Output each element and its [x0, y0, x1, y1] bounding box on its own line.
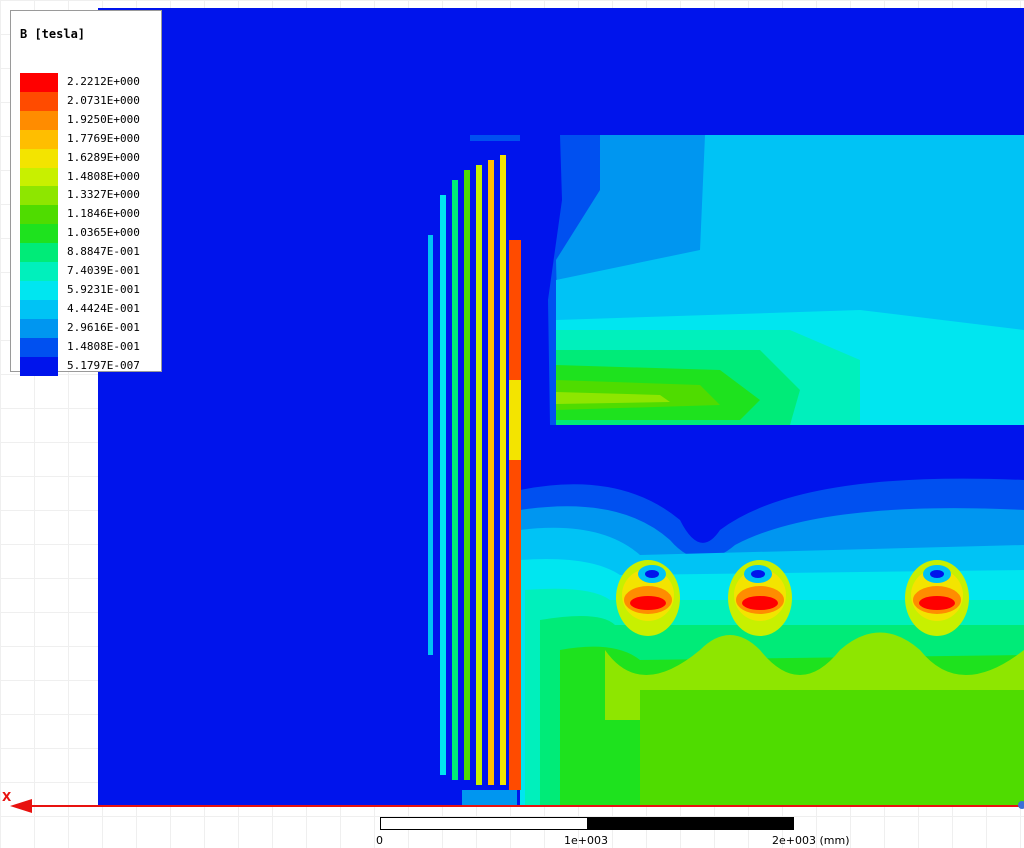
legend-color-swatch — [20, 280, 58, 300]
legend-color-swatch — [20, 186, 58, 206]
x-axis-arrow-icon — [10, 799, 32, 813]
scale-bar-black-segment — [587, 818, 793, 829]
x-axis-line — [14, 805, 1022, 807]
legend-color-swatch — [20, 318, 58, 338]
legend-color-swatch — [20, 356, 58, 376]
scale-tick-label: 2e+003 (mm) — [772, 834, 850, 847]
legend-entry: 5.1797E-007 — [11, 356, 161, 376]
legend-color-swatch — [20, 129, 58, 149]
legend-color-swatch — [20, 148, 58, 168]
legend-value-label: 5.1797E-007 — [67, 358, 140, 372]
legend-color-swatch — [20, 224, 58, 244]
legend-value-label: 1.3327E+000 — [67, 188, 140, 202]
legend-entry: 2.9616E-001 — [11, 318, 161, 338]
legend-title: B [tesla] — [20, 27, 86, 41]
legend-entry: 4.4424E-001 — [11, 299, 161, 319]
lower-iron-field — [520, 478, 1024, 806]
legend-entry: 8.8847E-001 — [11, 243, 161, 263]
conductor-slot-1 — [616, 560, 680, 636]
legend-color-swatch — [20, 243, 58, 263]
color-legend: B [tesla] 2.2212E+000 2.0731E+000 1.9250E+… — [10, 10, 162, 376]
legend-value-label: 4.4424E-001 — [67, 301, 140, 315]
legend-value-label: 5.9231E-001 — [67, 282, 140, 296]
legend-color-swatch — [20, 205, 58, 225]
upper-gap-field — [548, 135, 1024, 425]
legend-value-label: 2.9616E-001 — [67, 320, 140, 334]
scale-tick-label: 1e+003 — [564, 834, 608, 847]
legend-entry: 1.3327E+000 — [11, 186, 161, 206]
legend-color-swatch — [20, 167, 58, 187]
legend-entry: 1.4808E+000 — [11, 167, 161, 187]
legend-color-swatch — [20, 262, 58, 281]
legend-entry: 1.7769E+000 — [11, 129, 161, 149]
legend-value-label: 1.9250E+000 — [67, 112, 140, 126]
legend-entry: 1.4808E-001 — [11, 337, 161, 357]
legend-entry: 7.4039E-001 — [11, 262, 161, 281]
scale-bar — [380, 817, 794, 830]
conductor-slot-2 — [728, 560, 792, 636]
legend-color-swatch — [20, 299, 58, 319]
scale-tick-label: 0 — [376, 834, 383, 847]
winding-laminations — [428, 135, 521, 806]
legend-value-label: 1.7769E+000 — [67, 131, 140, 145]
conductor-slot-3 — [905, 560, 969, 636]
legend-value-label: 1.6289E+000 — [67, 150, 140, 164]
scale-bar-white-segment — [381, 818, 587, 829]
legend-value-label: 1.1846E+000 — [67, 207, 140, 221]
axis-origin-marker — [1018, 801, 1024, 809]
legend-entry: 1.6289E+000 — [11, 148, 161, 168]
legend-value-label: 1.4808E+000 — [67, 169, 140, 183]
x-axis-label: X — [2, 790, 12, 804]
legend-color-swatch — [20, 73, 58, 92]
legend-value-label: 2.0731E+000 — [67, 93, 140, 107]
legend-entry: 2.0731E+000 — [11, 91, 161, 111]
legend-color-swatch — [20, 337, 58, 357]
legend-entry: 1.9250E+000 — [11, 110, 161, 130]
legend-color-swatch — [20, 91, 58, 111]
legend-value-label: 1.4808E-001 — [67, 339, 140, 353]
legend-entry: 1.1846E+000 — [11, 205, 161, 225]
legend-entry: 1.0365E+000 — [11, 224, 161, 244]
legend-color-swatch — [20, 110, 58, 130]
legend-value-label: 2.2212E+000 — [67, 75, 140, 88]
legend-value-label: 8.8847E-001 — [67, 245, 140, 259]
legend-value-label: 1.0365E+000 — [67, 226, 140, 240]
legend-value-label: 7.4039E-001 — [67, 264, 140, 277]
legend-entry: 5.9231E-001 — [11, 280, 161, 300]
legend-entry: 2.2212E+000 — [11, 73, 161, 92]
